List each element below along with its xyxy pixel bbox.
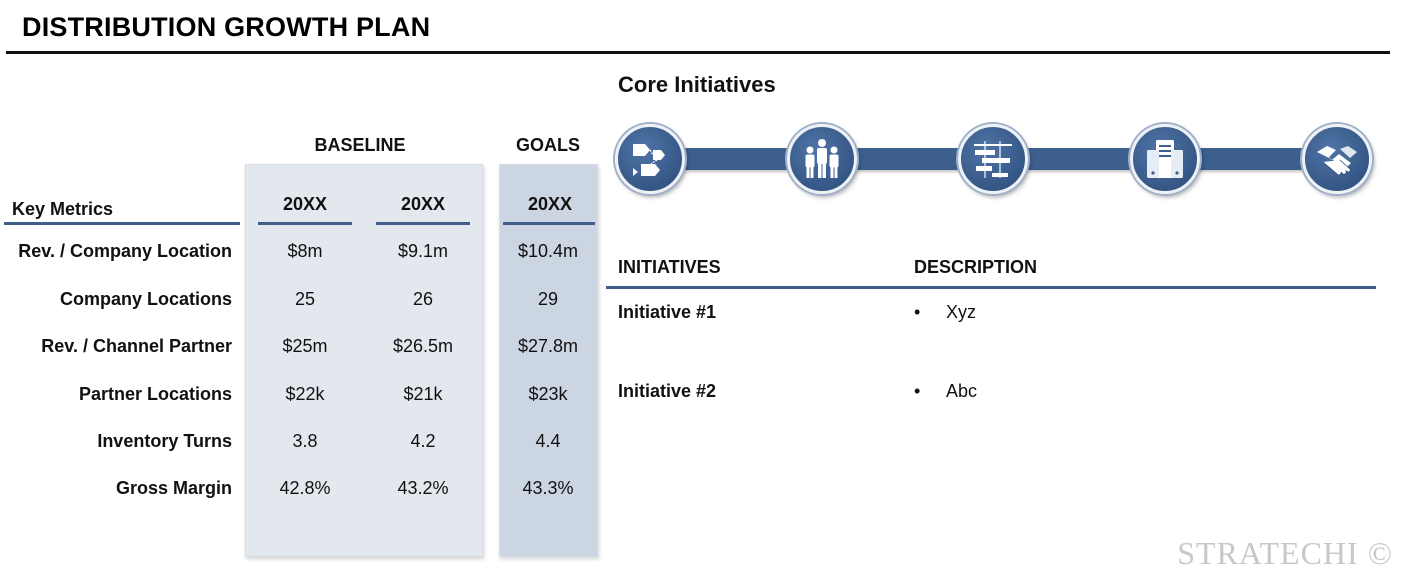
- process-flow-icon: [615, 124, 685, 194]
- people-group-icon: [787, 124, 857, 194]
- metric-cell: 3.8: [292, 431, 318, 451]
- metric-label-partner-locations: Partner Locations: [78, 384, 232, 404]
- page-title: DISTRIBUTION GROWTH PLAN: [22, 12, 431, 42]
- goals-panel: [499, 164, 598, 557]
- metric-label-rev-partner: Rev. / Channel Partner: [41, 336, 232, 356]
- metric-cell: $8m: [287, 241, 323, 261]
- metric-cell: $27.8m: [517, 336, 579, 356]
- initiative-description: Xyz: [946, 302, 977, 322]
- year-header-1: 20XX: [282, 194, 328, 214]
- metric-cell: 4.2: [410, 431, 436, 451]
- metric-cell: $9.1m: [397, 241, 449, 261]
- initiatives-column-header: INITIATIVES: [618, 257, 721, 277]
- baseline-panel: [245, 164, 483, 557]
- metric-cell: 25: [294, 289, 316, 309]
- goals-header: GOALS: [515, 135, 580, 155]
- metric-cell: 43.3%: [522, 478, 574, 498]
- metric-cell: 43.2%: [397, 478, 449, 498]
- year-rule-1: [258, 222, 352, 225]
- core-initiatives-title: Core Initiatives: [618, 72, 776, 97]
- metric-label-company-locations: Company Locations: [59, 289, 232, 309]
- key-metrics-label: Key Metrics: [12, 199, 114, 219]
- gantt-chart-icon: [958, 124, 1028, 194]
- metric-cell: $21k: [403, 384, 443, 404]
- metric-cell: $25m: [282, 336, 328, 356]
- year-rule-3: [503, 222, 595, 225]
- key-metrics-rule: [4, 222, 240, 225]
- year-header-3: 20XX: [527, 194, 573, 214]
- baseline-header: BASELINE: [314, 135, 406, 155]
- title-divider: [6, 51, 1390, 54]
- metric-label-rev-company: Rev. / Company Location: [18, 241, 232, 261]
- initiative-description: Abc: [946, 381, 978, 401]
- metric-label-gross-margin: Gross Margin: [115, 478, 232, 498]
- metric-cell: 29: [537, 289, 559, 309]
- description-column-header: DESCRIPTION: [914, 257, 1038, 277]
- handshake-icon: [1302, 124, 1372, 194]
- metric-cell: $22k: [285, 384, 325, 404]
- metric-cell: 4.4: [535, 431, 561, 451]
- bullet-icon: •: [914, 381, 921, 401]
- bullet-icon: •: [914, 302, 921, 322]
- initiative-name: Initiative #1: [618, 302, 717, 322]
- metric-label-inventory-turns: Inventory Turns: [97, 431, 232, 451]
- metric-cell: $23k: [528, 384, 568, 404]
- metric-cell: 26: [412, 289, 434, 309]
- initiatives-header-rule: [606, 286, 1376, 289]
- metric-cell: $26.5m: [392, 336, 454, 356]
- metric-cell: $10.4m: [517, 241, 579, 261]
- server-icon: [1130, 124, 1200, 194]
- metric-cell: 42.8%: [279, 478, 331, 498]
- initiative-name: Initiative #2: [618, 381, 717, 401]
- watermark: STRATECHI ©: [1177, 535, 1393, 571]
- year-rule-2: [376, 222, 470, 225]
- year-header-2: 20XX: [400, 194, 446, 214]
